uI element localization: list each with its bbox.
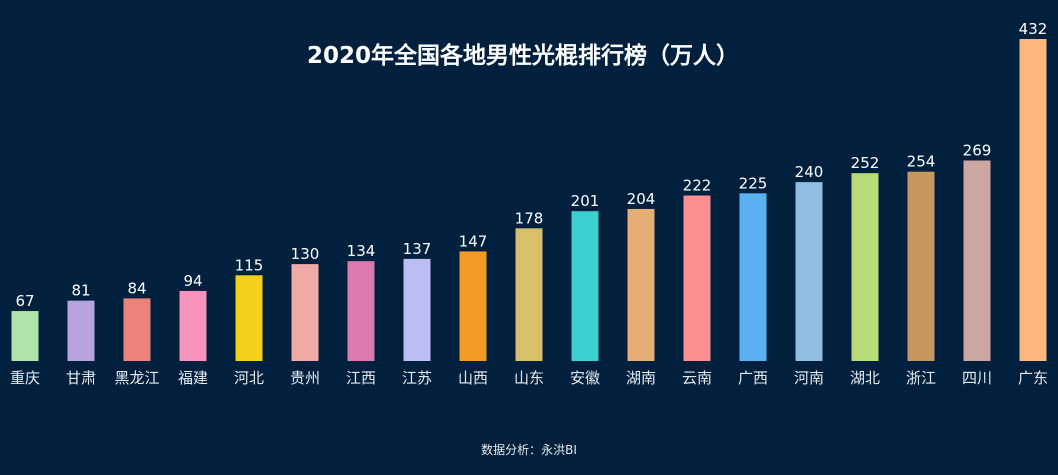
bar-17: [963, 160, 991, 361]
bar-5: [291, 264, 319, 361]
bar-14: [795, 182, 823, 361]
x-tick-label: 江苏: [402, 369, 432, 387]
bar-3: [179, 290, 207, 361]
x-tick-label: 河北: [234, 369, 264, 387]
x-tick-label: 山西: [458, 369, 488, 387]
x-tick-label: 四川: [962, 369, 992, 387]
data-label: 134: [347, 242, 376, 260]
bar-9: [515, 228, 543, 361]
x-tick-label: 黑龙江: [114, 369, 159, 387]
bar-15: [851, 173, 879, 361]
bar-12: [683, 195, 711, 361]
data-label: 201: [571, 192, 600, 210]
bar-18: [1019, 39, 1047, 361]
x-tick-label: 安徽: [570, 369, 600, 387]
data-label: 204: [627, 190, 656, 208]
bar-8: [459, 251, 487, 361]
x-tick-label: 湖南: [626, 369, 656, 387]
data-label: 147: [459, 232, 488, 250]
footer-source: 数据分析：永洪BI: [481, 443, 577, 457]
bar-2: [123, 298, 151, 361]
bar-16: [907, 171, 935, 361]
bar-13: [739, 193, 767, 361]
x-tick-label: 广东: [1018, 369, 1048, 387]
x-tick-label: 甘肃: [66, 369, 96, 387]
data-label: 137: [403, 240, 432, 258]
data-label: 269: [963, 141, 992, 159]
bar-1: [67, 300, 95, 361]
x-tick-label: 浙江: [906, 369, 936, 387]
data-label: 222: [683, 177, 712, 195]
bar-7: [403, 258, 431, 361]
x-tick-label: 江西: [346, 369, 376, 387]
x-tick-label: 湖北: [850, 369, 880, 387]
data-label: 432: [1019, 20, 1048, 38]
x-tick-label: 云南: [682, 369, 712, 387]
data-label: 67: [15, 292, 34, 310]
data-label: 115: [235, 256, 264, 274]
data-label: 178: [515, 209, 544, 227]
x-tick-label: 广西: [738, 369, 768, 387]
bar-11: [627, 208, 655, 361]
data-label: 81: [71, 282, 90, 300]
data-label: 254: [907, 153, 936, 171]
data-label: 252: [851, 154, 880, 172]
x-tick-label: 重庆: [10, 369, 40, 387]
data-label: 240: [795, 163, 824, 181]
x-tick-label: 福建: [178, 369, 208, 387]
bar-10: [571, 211, 599, 361]
data-label: 225: [739, 174, 768, 192]
data-label: 94: [183, 272, 202, 290]
data-label: 130: [291, 245, 320, 263]
bar-4: [235, 275, 263, 361]
bar-0: [11, 311, 39, 361]
x-tick-label: 贵州: [290, 369, 320, 387]
bar-6: [347, 261, 375, 361]
x-tick-label: 河南: [794, 369, 824, 387]
chart-title: 2020年全国各地男性光棍排行榜（万人）: [306, 43, 739, 69]
data-label: 84: [127, 279, 146, 297]
x-tick-label: 山东: [514, 369, 544, 387]
